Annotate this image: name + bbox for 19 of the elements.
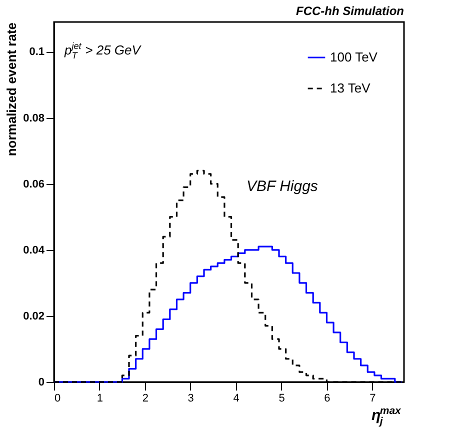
x-tick-label: 5 [278, 392, 285, 404]
chart-title: FCC-hh Simulation [296, 4, 404, 18]
x-tick-label: 6 [324, 392, 330, 404]
y-tick-label: 0.1 [29, 46, 44, 58]
x-tick-label: 1 [96, 392, 104, 404]
legend-label: 100 TeV [330, 50, 378, 64]
y-tick-label: 0.06 [23, 178, 44, 190]
y-tick-label: 0 [38, 376, 44, 388]
y-tick-label: 0.08 [23, 112, 44, 124]
x-tick-label: 2 [142, 392, 148, 404]
y-tick-label: 0.02 [23, 310, 44, 322]
y-tick-label: 0.04 [23, 244, 46, 256]
x-tick-label: 7 [370, 392, 376, 404]
x-tick-label: 3 [188, 392, 194, 404]
x-tick-label: 4 [233, 392, 240, 404]
x-tick-label: 0 [54, 392, 61, 404]
annotation: VBF Higgs [246, 178, 318, 196]
y-axis-title: normalized event rate [4, 22, 20, 156]
legend-label: 13 TeV [330, 80, 371, 96]
